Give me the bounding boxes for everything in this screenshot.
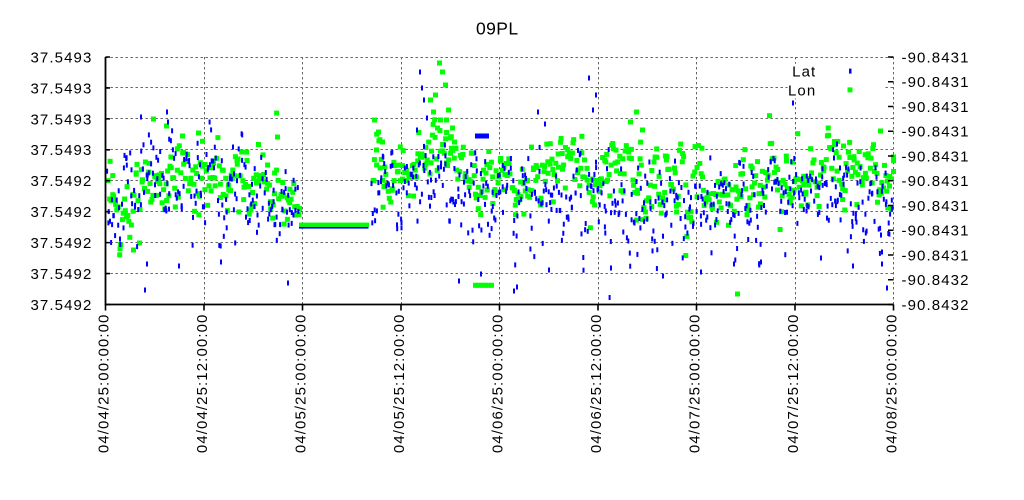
svg-text:37.5492: 37.5492 [30,173,92,190]
svg-text:04/08/25:00:00:00: 04/08/25:00:00:00 [884,314,901,454]
svg-text:04/04/25:12:00:00: 04/04/25:12:00:00 [194,314,211,454]
svg-text:04/05/25:12:00:00: 04/05/25:12:00:00 [391,314,408,454]
svg-text:-90.8431: -90.8431 [902,99,970,116]
svg-text:37.5492: 37.5492 [30,204,92,221]
svg-text:-90.8431: -90.8431 [902,247,970,264]
svg-text:37.5492: 37.5492 [30,297,92,314]
svg-text:37.5492: 37.5492 [30,266,92,283]
svg-text:-90.8431: -90.8431 [902,223,970,240]
svg-text:-90.8432: -90.8432 [902,272,970,289]
svg-text:37.5493: 37.5493 [30,111,92,128]
svg-text:-90.8432: -90.8432 [902,297,970,314]
svg-text:37.5492: 37.5492 [30,235,92,252]
svg-text:04/04/25:00:00:00: 04/04/25:00:00:00 [96,314,113,454]
svg-text:-90.8431: -90.8431 [902,49,970,66]
svg-text:37.5493: 37.5493 [30,80,92,97]
svg-text:37.5493: 37.5493 [30,142,92,159]
svg-text:04/06/25:12:00:00: 04/06/25:12:00:00 [588,314,605,454]
svg-text:-90.8431: -90.8431 [902,198,970,215]
svg-text:04/07/25:00:00:00: 04/07/25:00:00:00 [687,314,704,454]
svg-text:-90.8431: -90.8431 [902,124,970,141]
svg-text:Lon: Lon [788,82,816,99]
svg-text:-90.8431: -90.8431 [902,148,970,165]
svg-text:Lat: Lat [792,63,816,80]
svg-text:-90.8431: -90.8431 [902,173,970,190]
svg-text:04/05/25:00:00:00: 04/05/25:00:00:00 [293,314,310,454]
svg-text:37.5493: 37.5493 [30,49,92,66]
svg-text:04/06/25:00:00:00: 04/06/25:00:00:00 [490,314,507,454]
svg-text:04/07/25:12:00:00: 04/07/25:12:00:00 [785,314,802,454]
svg-text:-90.8431: -90.8431 [902,74,970,91]
svg-text:09PL: 09PL [476,18,518,38]
